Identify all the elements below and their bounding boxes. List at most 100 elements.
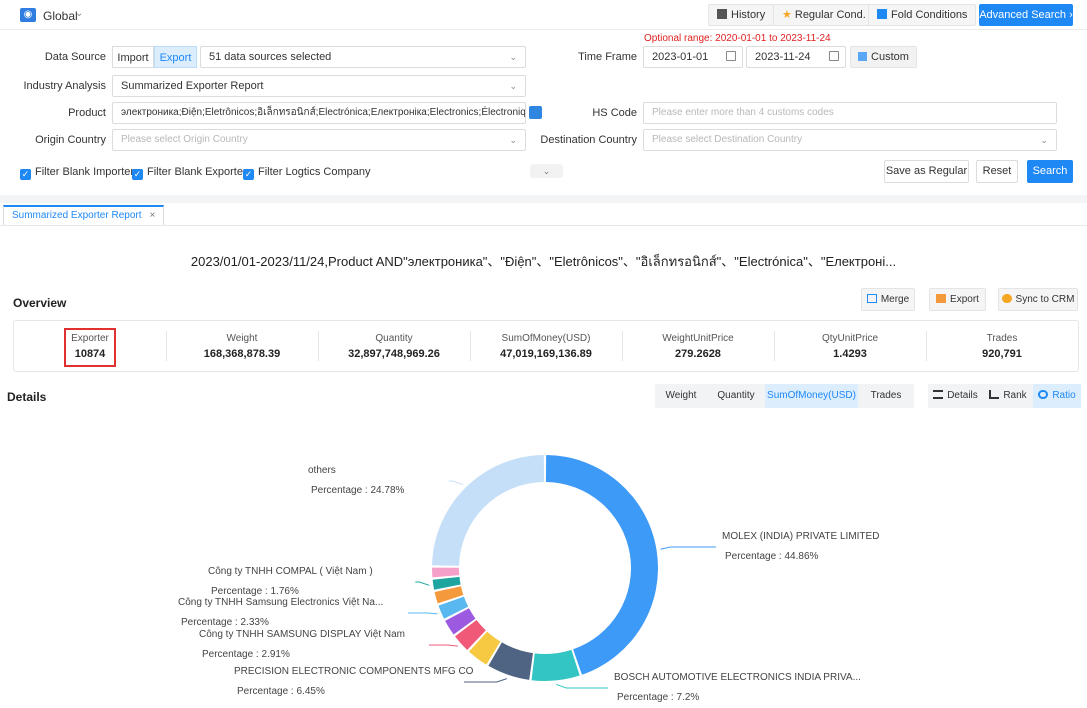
donut-slice[interactable] (445, 608, 476, 635)
end-date-input[interactable]: 2023-11-24 (746, 46, 846, 68)
stat-exporter: Exporter 10874 (14, 321, 166, 371)
divider (470, 331, 471, 361)
calendar-icon (829, 51, 839, 61)
end-date-value: 2023-11-24 (755, 51, 811, 63)
divider (926, 331, 927, 361)
stat-value: 168,368,878.39 (203, 348, 281, 360)
optional-range-note: Optional range: 2020-01-01 to 2023-11-24 (644, 33, 831, 44)
expand-chevron-icon[interactable]: ⌄ (530, 164, 563, 178)
sync-crm-button[interactable]: Sync to CRM (998, 288, 1078, 311)
import-toggle[interactable]: Import (112, 46, 154, 68)
stat-value: 32,897,748,969.26 (348, 348, 440, 360)
product-lookup-icon[interactable] (529, 106, 542, 119)
label-leader-line (408, 612, 438, 615)
filter-blank-importers-checkbox[interactable]: ✓ Filter Blank Importers (20, 166, 140, 180)
donut-slice[interactable] (545, 455, 659, 675)
origin-country-placeholder: Please select Origin Country (121, 134, 248, 145)
divider (622, 331, 623, 361)
data-sources-select[interactable]: 51 data sources selected ⌄ (200, 46, 526, 68)
reset-button[interactable]: Reset (976, 160, 1018, 183)
stat-trades: Trades 920,791 (926, 321, 1078, 371)
custom-icon (858, 52, 868, 61)
stat-value: 279.2628 (675, 348, 721, 360)
stat-label: Trades (986, 333, 1018, 344)
stat-weight: Weight 168,368,878.39 (166, 321, 318, 371)
export-toggle[interactable]: Export (154, 46, 197, 68)
search-button[interactable]: Search (1027, 160, 1073, 183)
donut-slice[interactable] (488, 642, 533, 680)
ratio-donut-chart: MOLEX (INDIA) PRIVATE LIMITED Percentage … (178, 455, 879, 703)
slice-percentage-label: Percentage : 6.45% (237, 686, 325, 697)
merge-button[interactable]: Merge (861, 288, 915, 311)
chevron-down-icon: ⌄ (509, 135, 517, 145)
donut-slice[interactable] (432, 455, 545, 566)
industry-analysis-select[interactable]: Summarized Exporter Report ⌄ (112, 75, 526, 97)
donut-slice[interactable] (434, 586, 464, 604)
advanced-search-button[interactable]: Advanced Search › (979, 4, 1073, 26)
save-as-regular-button[interactable]: Save as Regular (884, 160, 969, 183)
donut-slice[interactable] (531, 649, 580, 681)
fold-conditions-button[interactable]: Fold Conditions (868, 4, 977, 26)
label-leader-line (660, 546, 716, 550)
highlight-box (64, 328, 116, 367)
view-ratio[interactable]: Ratio (1033, 384, 1081, 408)
custom-button[interactable]: Custom (850, 46, 917, 68)
view-rank[interactable]: Rank (983, 384, 1033, 408)
history-button[interactable]: History (708, 4, 775, 26)
hs-code-input[interactable]: Please enter more than 4 customs codes (643, 102, 1057, 124)
export-button[interactable]: Export (929, 288, 986, 311)
stat-label: WeightUnitPrice (662, 333, 734, 344)
donut-slice[interactable] (468, 631, 501, 665)
metric-sum-of-money[interactable]: SumOfMoney(USD) (765, 384, 858, 408)
export-icon (936, 294, 947, 303)
section-divider (0, 195, 1087, 203)
checkmark-icon: ✓ (20, 169, 31, 180)
filter-logistics-checkbox[interactable]: ✓ Filter Logtics Company (243, 166, 371, 180)
metric-quantity[interactable]: Quantity (707, 384, 765, 408)
checkmark-icon: ✓ (243, 169, 254, 180)
slice-name-label: Công ty TNHH Samsung Electronics Việt Na… (178, 597, 383, 608)
label-leader-line (556, 683, 608, 689)
product-input[interactable]: электроника;Điện;Eletrônicos;อิเล็กทรอนิ… (112, 102, 526, 124)
donut-slice[interactable] (455, 620, 486, 650)
globe-icon[interactable]: ◉ (20, 8, 36, 22)
industry-analysis-value: Summarized Exporter Report (121, 80, 264, 92)
stat-label: QtyUnitPrice (821, 333, 879, 344)
regular-cond-button[interactable]: ★ Regular Cond. (773, 4, 875, 26)
stat-label: Quantity (375, 333, 413, 344)
calendar-icon (726, 51, 736, 61)
chevron-down-icon: ⌄ (509, 52, 517, 62)
view-details[interactable]: Details (928, 384, 983, 408)
chevron-down-icon[interactable]: ⌄ (75, 8, 84, 19)
destination-country-select[interactable]: Please select Destination Country ⌄ (643, 129, 1057, 151)
list-icon (933, 390, 944, 399)
destination-country-label: Destination Country (540, 134, 637, 146)
donut-slice[interactable] (432, 567, 460, 578)
metric-trades[interactable]: Trades (858, 384, 914, 408)
overview-stats: Exporter 10874 Weight 168,368,878.39 Quant… (13, 320, 1079, 372)
divider (318, 331, 319, 361)
merge-label: Merge (880, 294, 910, 305)
stat-qty-unit-price: QtyUnitPrice 1.4293 (774, 321, 926, 371)
checkmark-icon: ✓ (132, 169, 143, 180)
tab-summarized-exporter-report[interactable]: Summarized Exporter Report × (3, 205, 165, 225)
bar-chart-icon (989, 390, 1000, 399)
data-sources-value: 51 data sources selected (209, 51, 332, 63)
global-selector[interactable]: Global (43, 9, 78, 23)
overview-title: Overview (13, 296, 67, 310)
origin-country-select[interactable]: Please select Origin Country ⌄ (112, 129, 526, 151)
donut-slice[interactable] (432, 576, 461, 590)
top-bar: ◉ Global ⌄ History ★ Regular Cond. Fold C… (0, 0, 1087, 30)
metric-weight[interactable]: Weight (655, 384, 707, 408)
start-date-input[interactable]: 2023-01-01 (643, 46, 743, 68)
stat-quantity: Quantity 32,897,748,969.26 (318, 321, 470, 371)
stat-weight-unit-price: WeightUnitPrice 279.2628 (622, 321, 774, 371)
slice-name-label: Công ty TNHH COMPAL ( Việt Nam ) (208, 566, 373, 577)
filter-blank-importers-label: Filter Blank Importers (35, 166, 140, 178)
stat-sum-of-money: SumOfMoney(USD) 47,019,169,136.89 (470, 321, 622, 371)
filter-blank-exporters-checkbox[interactable]: ✓ Filter Blank Exporters (132, 166, 252, 180)
close-icon[interactable]: × (149, 210, 156, 221)
tab-underline (0, 225, 1087, 226)
donut-slice[interactable] (438, 596, 469, 619)
origin-country-label: Origin Country (35, 134, 106, 146)
